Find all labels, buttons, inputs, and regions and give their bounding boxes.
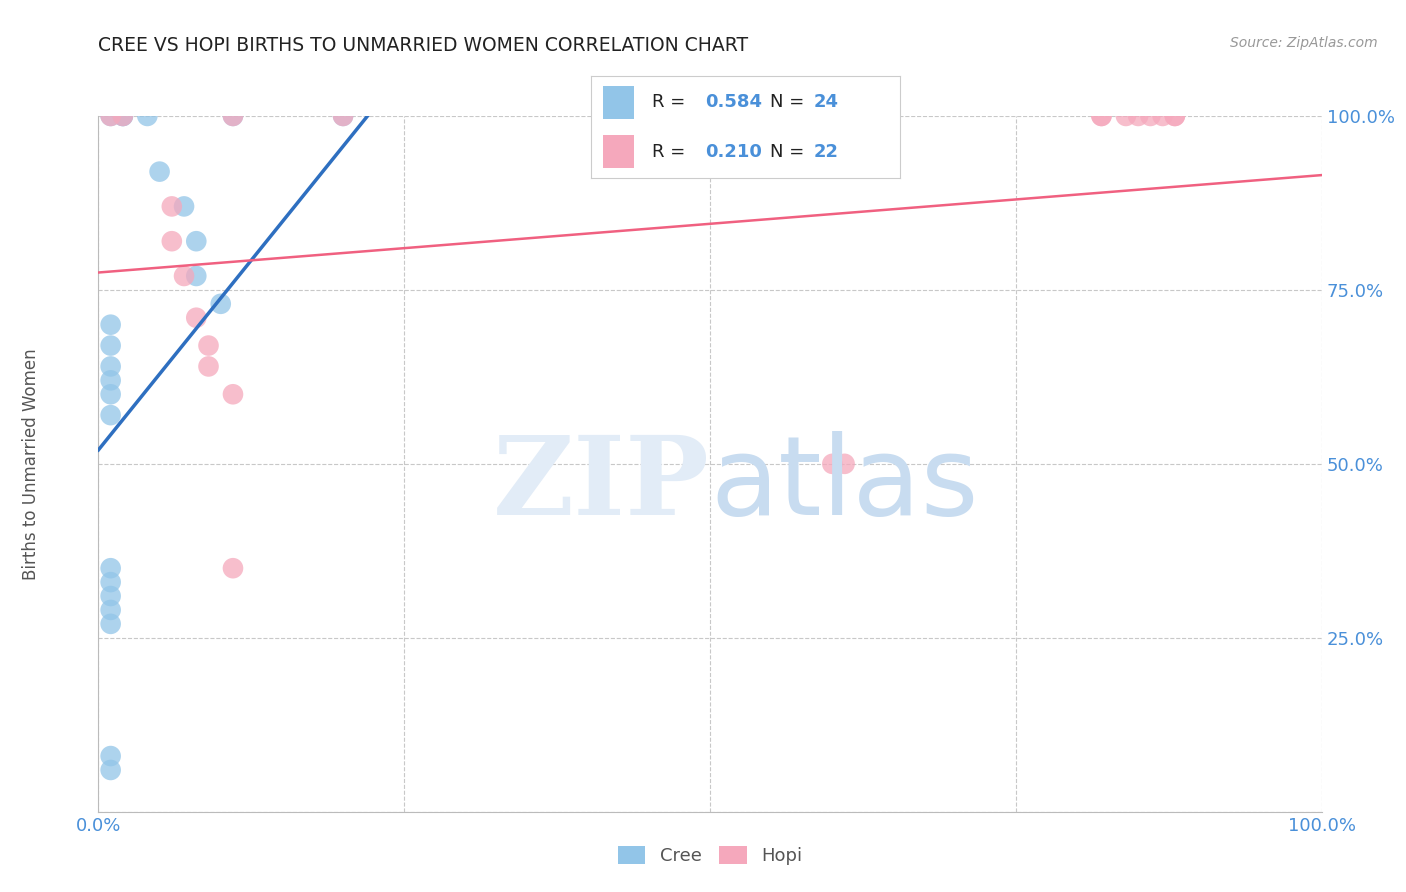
Text: 24: 24 [813,94,838,112]
Text: N =: N = [770,143,810,161]
Text: ZIP: ZIP [494,431,710,538]
Point [222,109,245,123]
Point [160,199,183,213]
Point [100,387,122,401]
Legend: Cree, Hopi: Cree, Hopi [610,838,810,872]
Text: N =: N = [770,94,810,112]
Text: Source: ZipAtlas.com: Source: ZipAtlas.com [1230,36,1378,50]
Point [332,109,354,123]
Point [111,109,134,123]
Text: 0.584: 0.584 [704,94,762,112]
Point [100,763,122,777]
Point [100,109,122,123]
Point [1164,109,1187,123]
Point [197,359,219,374]
Text: 22: 22 [813,143,838,161]
Point [1128,109,1150,123]
Text: R =: R = [652,94,692,112]
Point [100,561,122,575]
Point [222,387,245,401]
Point [1152,109,1174,123]
Point [100,318,122,332]
Point [100,359,122,374]
Point [173,268,195,283]
Text: Births to Unmarried Women: Births to Unmarried Women [22,348,39,580]
Point [332,109,354,123]
Point [1139,109,1161,123]
Point [100,109,122,123]
Point [100,589,122,603]
Point [186,310,208,325]
Point [149,164,172,178]
Point [197,338,219,352]
Point [186,268,208,283]
Point [821,457,844,471]
Point [222,109,245,123]
Point [100,575,122,590]
Point [1090,109,1112,123]
Point [209,297,232,311]
Point [186,234,208,248]
Point [100,338,122,352]
Text: atlas: atlas [710,431,979,538]
Text: CREE VS HOPI BIRTHS TO UNMARRIED WOMEN CORRELATION CHART: CREE VS HOPI BIRTHS TO UNMARRIED WOMEN C… [98,36,748,54]
Point [1115,109,1137,123]
Bar [603,136,634,168]
Point [100,603,122,617]
Point [1164,109,1187,123]
Point [834,457,856,471]
Point [100,616,122,631]
Point [160,234,183,248]
Point [173,199,195,213]
Point [100,408,122,422]
Point [111,109,134,123]
Point [1090,109,1112,123]
Point [100,373,122,387]
Point [136,109,159,123]
Text: R =: R = [652,143,692,161]
Bar [603,87,634,119]
Text: 0.210: 0.210 [704,143,762,161]
Point [100,749,122,764]
Point [111,109,134,123]
Point [222,561,245,575]
